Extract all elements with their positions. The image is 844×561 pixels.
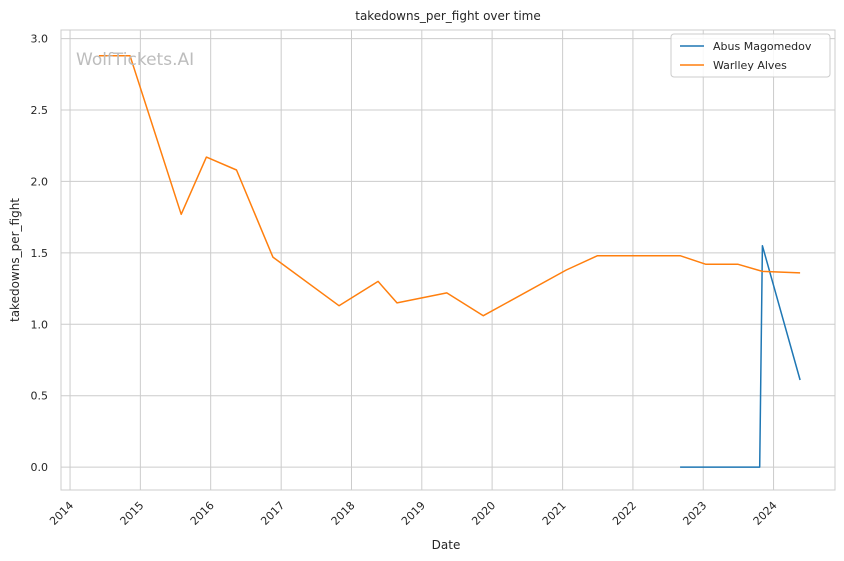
y-tick-label: 2.0: [31, 175, 49, 188]
y-tick-label: 0.0: [31, 461, 49, 474]
series-layer: [98, 54, 801, 468]
y-tick-label: 3.0: [31, 33, 49, 46]
legend: Abus Magomedov Warlley Alves: [670, 33, 831, 78]
watermark: WolfTickets.AI: [76, 50, 194, 70]
legend-label-abus-magomedov: Abus Magomedov: [713, 40, 812, 53]
plot-frame: [60, 29, 836, 491]
y-tick-label: 1.5: [31, 247, 49, 260]
legend-label-warlley-alves: Warlley Alves: [713, 59, 787, 72]
legend-box: [670, 33, 831, 78]
y-tick-label: 1.0: [31, 318, 49, 331]
x-axis-label: Date: [432, 538, 461, 552]
series-line-abus-magomedov: [680, 244, 801, 468]
y-axis-label: takedowns_per_fight: [8, 198, 22, 322]
series-line-warlley-alves: [98, 54, 801, 317]
y-tick-label: 2.5: [31, 104, 49, 117]
y-axis-ticks: 0.0 0.5 1.0 1.5 2.0 2.5 3.0: [31, 33, 49, 475]
y-tick-label: 0.5: [31, 390, 49, 403]
chart-title: takedowns_per_fight over time: [355, 9, 541, 23]
grid: [61, 30, 835, 490]
